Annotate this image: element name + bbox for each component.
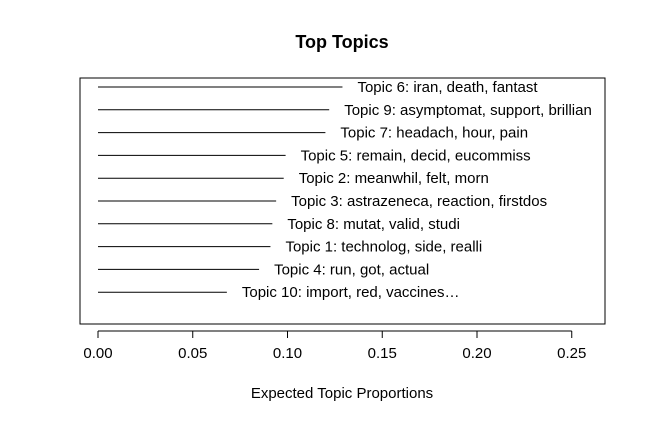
topic-label: Topic 9: asymptomat, support, brillian xyxy=(344,102,592,119)
x-axis-label: Expected Topic Proportions xyxy=(251,385,433,402)
plot-frame xyxy=(79,77,606,325)
topic-label: Topic 5: remain, decid, eucommiss xyxy=(301,147,531,164)
x-tick-label: 0.20 xyxy=(462,345,491,362)
topic-label: Topic 6: iran, death, fantast xyxy=(357,79,538,96)
topic-label: Topic 4: run, got, actual xyxy=(274,261,429,278)
x-tick-label: 0.15 xyxy=(368,345,397,362)
x-tick-label: 0.00 xyxy=(83,345,112,362)
topic-label: Topic 8: mutat, valid, studi xyxy=(287,216,460,233)
chart-title: Top Topics xyxy=(295,32,388,52)
topic-label: Topic 2: meanwhil, felt, morn xyxy=(299,170,489,187)
x-tick-label: 0.10 xyxy=(273,345,302,362)
topic-label: Topic 1: technolog, side, realli xyxy=(285,239,482,256)
x-tick-label: 0.25 xyxy=(557,345,586,362)
topic-label: Topic 3: astrazeneca, reaction, firstdos xyxy=(291,193,547,210)
topic-label: Topic 7: headach, hour, pain xyxy=(340,125,528,142)
x-axis: 0.00 0.05 0.10 0.15 0.20 0.25 xyxy=(83,330,586,362)
x-tick-label: 0.05 xyxy=(178,345,207,362)
bars: Topic 6: iran, death, fantast Topic 9: as… xyxy=(98,79,592,301)
topic-label: Topic 10: import, red, vaccines… xyxy=(242,284,460,301)
